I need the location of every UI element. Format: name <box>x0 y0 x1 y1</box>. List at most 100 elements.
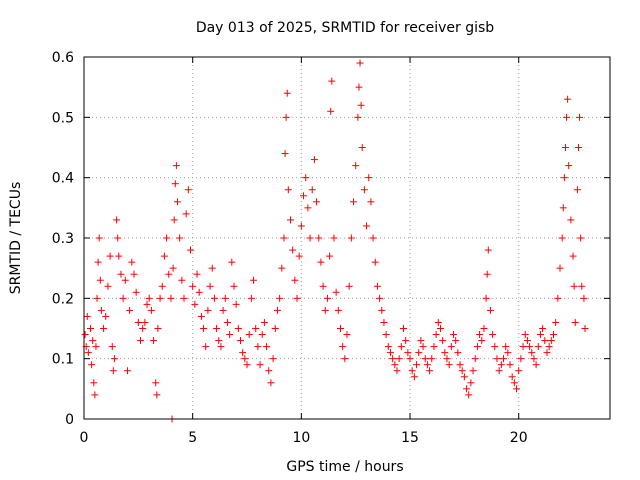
data-point <box>384 343 392 351</box>
x-tick-label: 15 <box>401 430 419 446</box>
data-point <box>230 282 238 290</box>
data-point <box>400 325 408 332</box>
data-point <box>480 325 488 332</box>
data-point <box>517 355 525 363</box>
data-point <box>171 180 179 188</box>
data-point <box>445 361 453 369</box>
data-point <box>228 258 236 266</box>
grid-lines <box>84 57 610 419</box>
data-point <box>147 306 155 314</box>
data-point <box>519 343 527 351</box>
data-point <box>152 379 160 387</box>
data-point <box>291 276 299 284</box>
data-point <box>508 373 516 381</box>
data-point <box>389 355 397 363</box>
data-point <box>293 294 301 302</box>
data-point <box>280 234 288 242</box>
data-point <box>236 337 244 345</box>
data-point <box>302 174 310 182</box>
data-point <box>378 306 386 314</box>
data-point <box>245 331 253 339</box>
data-point <box>419 343 427 351</box>
y-tick-label: 0 <box>65 412 74 428</box>
y-tick-label: 0.1 <box>52 352 74 368</box>
data-point <box>541 337 549 345</box>
data-point <box>460 373 468 381</box>
data-point <box>552 318 560 326</box>
data-point <box>100 325 108 332</box>
data-point <box>467 379 475 387</box>
data-point <box>163 234 171 242</box>
data-point <box>367 198 375 206</box>
data-point <box>532 361 540 369</box>
data-point <box>570 282 578 290</box>
data-point <box>327 107 335 115</box>
data-point <box>173 198 181 206</box>
data-point <box>139 325 147 332</box>
data-point <box>343 331 351 339</box>
data-point <box>176 234 184 242</box>
data-point <box>94 258 102 266</box>
data-point <box>473 343 481 351</box>
data-point <box>269 355 277 363</box>
data-point <box>560 174 568 182</box>
data-point <box>486 306 494 314</box>
data-point <box>182 210 190 218</box>
data-point <box>241 355 249 363</box>
data-point <box>169 264 177 272</box>
data-point <box>213 325 221 332</box>
y-tick-label: 0.5 <box>52 110 74 126</box>
data-point <box>91 391 99 399</box>
data-point <box>276 294 284 302</box>
data-point <box>226 331 234 339</box>
data-point <box>478 337 486 345</box>
data-point <box>515 367 523 375</box>
data-point <box>137 337 145 345</box>
data-point <box>350 198 358 206</box>
data-point <box>297 222 305 230</box>
data-point <box>376 294 384 302</box>
data-point <box>493 355 501 363</box>
data-point <box>195 288 203 296</box>
data-point <box>315 234 323 242</box>
data-point <box>569 252 577 260</box>
data-point <box>526 343 534 351</box>
data-point <box>158 282 166 290</box>
data-point <box>202 343 210 351</box>
data-point <box>564 95 572 103</box>
data-point <box>352 162 360 170</box>
data-point <box>81 331 89 339</box>
data-point <box>345 282 353 290</box>
data-point <box>559 204 567 212</box>
data-point <box>141 318 149 326</box>
y-axis-label: SRMTID / TECUs <box>8 182 24 295</box>
data-point <box>443 355 451 363</box>
data-point <box>397 343 405 351</box>
data-point <box>104 282 112 290</box>
data-point <box>189 282 197 290</box>
data-point <box>558 234 566 242</box>
data-point <box>358 144 366 151</box>
data-point <box>543 349 551 357</box>
data-point <box>284 186 292 194</box>
data-point <box>132 288 140 296</box>
data-point <box>265 367 273 375</box>
data-point <box>413 361 421 369</box>
data-point <box>271 325 279 332</box>
x-tick-label: 10 <box>292 430 310 446</box>
data-point <box>483 270 491 278</box>
data-point <box>356 59 364 67</box>
data-point <box>97 306 105 314</box>
data-point <box>395 355 403 363</box>
data-point <box>471 355 479 363</box>
data-point <box>506 361 514 369</box>
data-point <box>289 246 297 254</box>
data-point <box>282 113 290 121</box>
data-point <box>300 192 308 200</box>
data-point <box>167 294 175 302</box>
data-point <box>283 89 291 97</box>
data-point <box>339 343 347 351</box>
data-point <box>278 264 286 272</box>
data-point <box>232 300 240 308</box>
data-point <box>523 337 531 345</box>
